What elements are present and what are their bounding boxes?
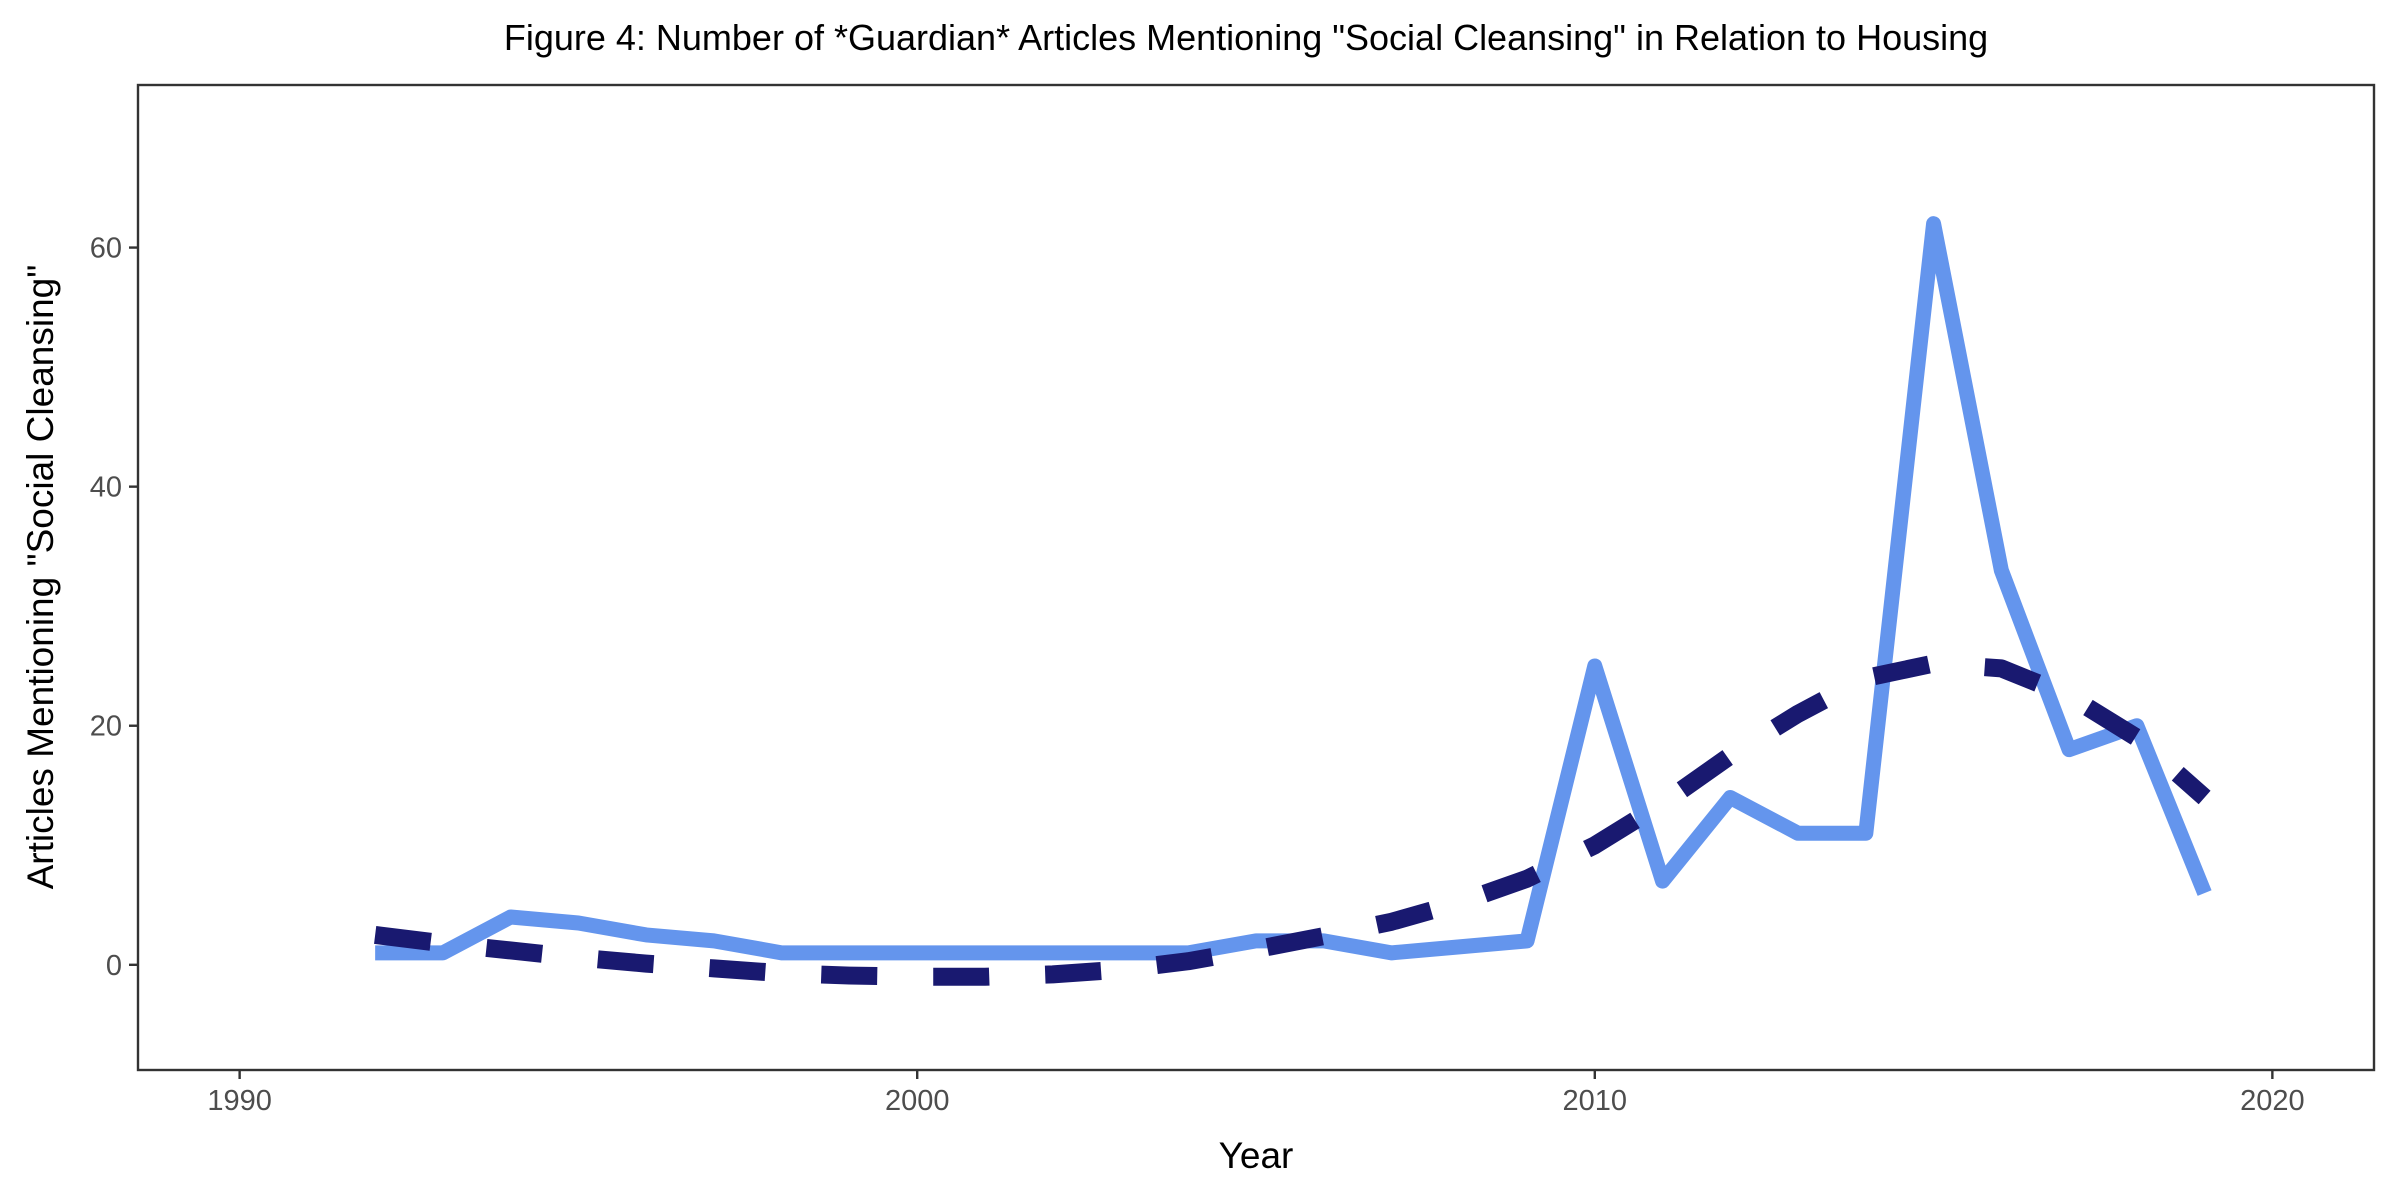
y-tick-label: 40 (90, 472, 122, 504)
y-tick-label: 0 (106, 950, 122, 982)
y-tick-label: 20 (90, 711, 122, 743)
x-tick-label: 1990 (207, 1085, 272, 1117)
x-axis: 1990 2000 2010 2020 (207, 1070, 2305, 1117)
x-tick-label: 2000 (885, 1085, 950, 1117)
x-tick-label: 2020 (2240, 1085, 2305, 1117)
x-axis-title: Year (1219, 1135, 1294, 1176)
y-tick-label: 60 (90, 233, 122, 265)
series-layer (374, 216, 2212, 986)
chart-title: Figure 4: Number of *Guardian* Articles … (504, 17, 1988, 58)
plot-panel (136, 83, 2376, 1072)
y-axis-title: Articles Mentioning "Social Cleansing" (20, 265, 61, 890)
x-tick-label: 2010 (1563, 1085, 1628, 1117)
series-line-dashed (374, 654, 2211, 986)
y-axis: 0 20 40 60 (90, 233, 138, 982)
